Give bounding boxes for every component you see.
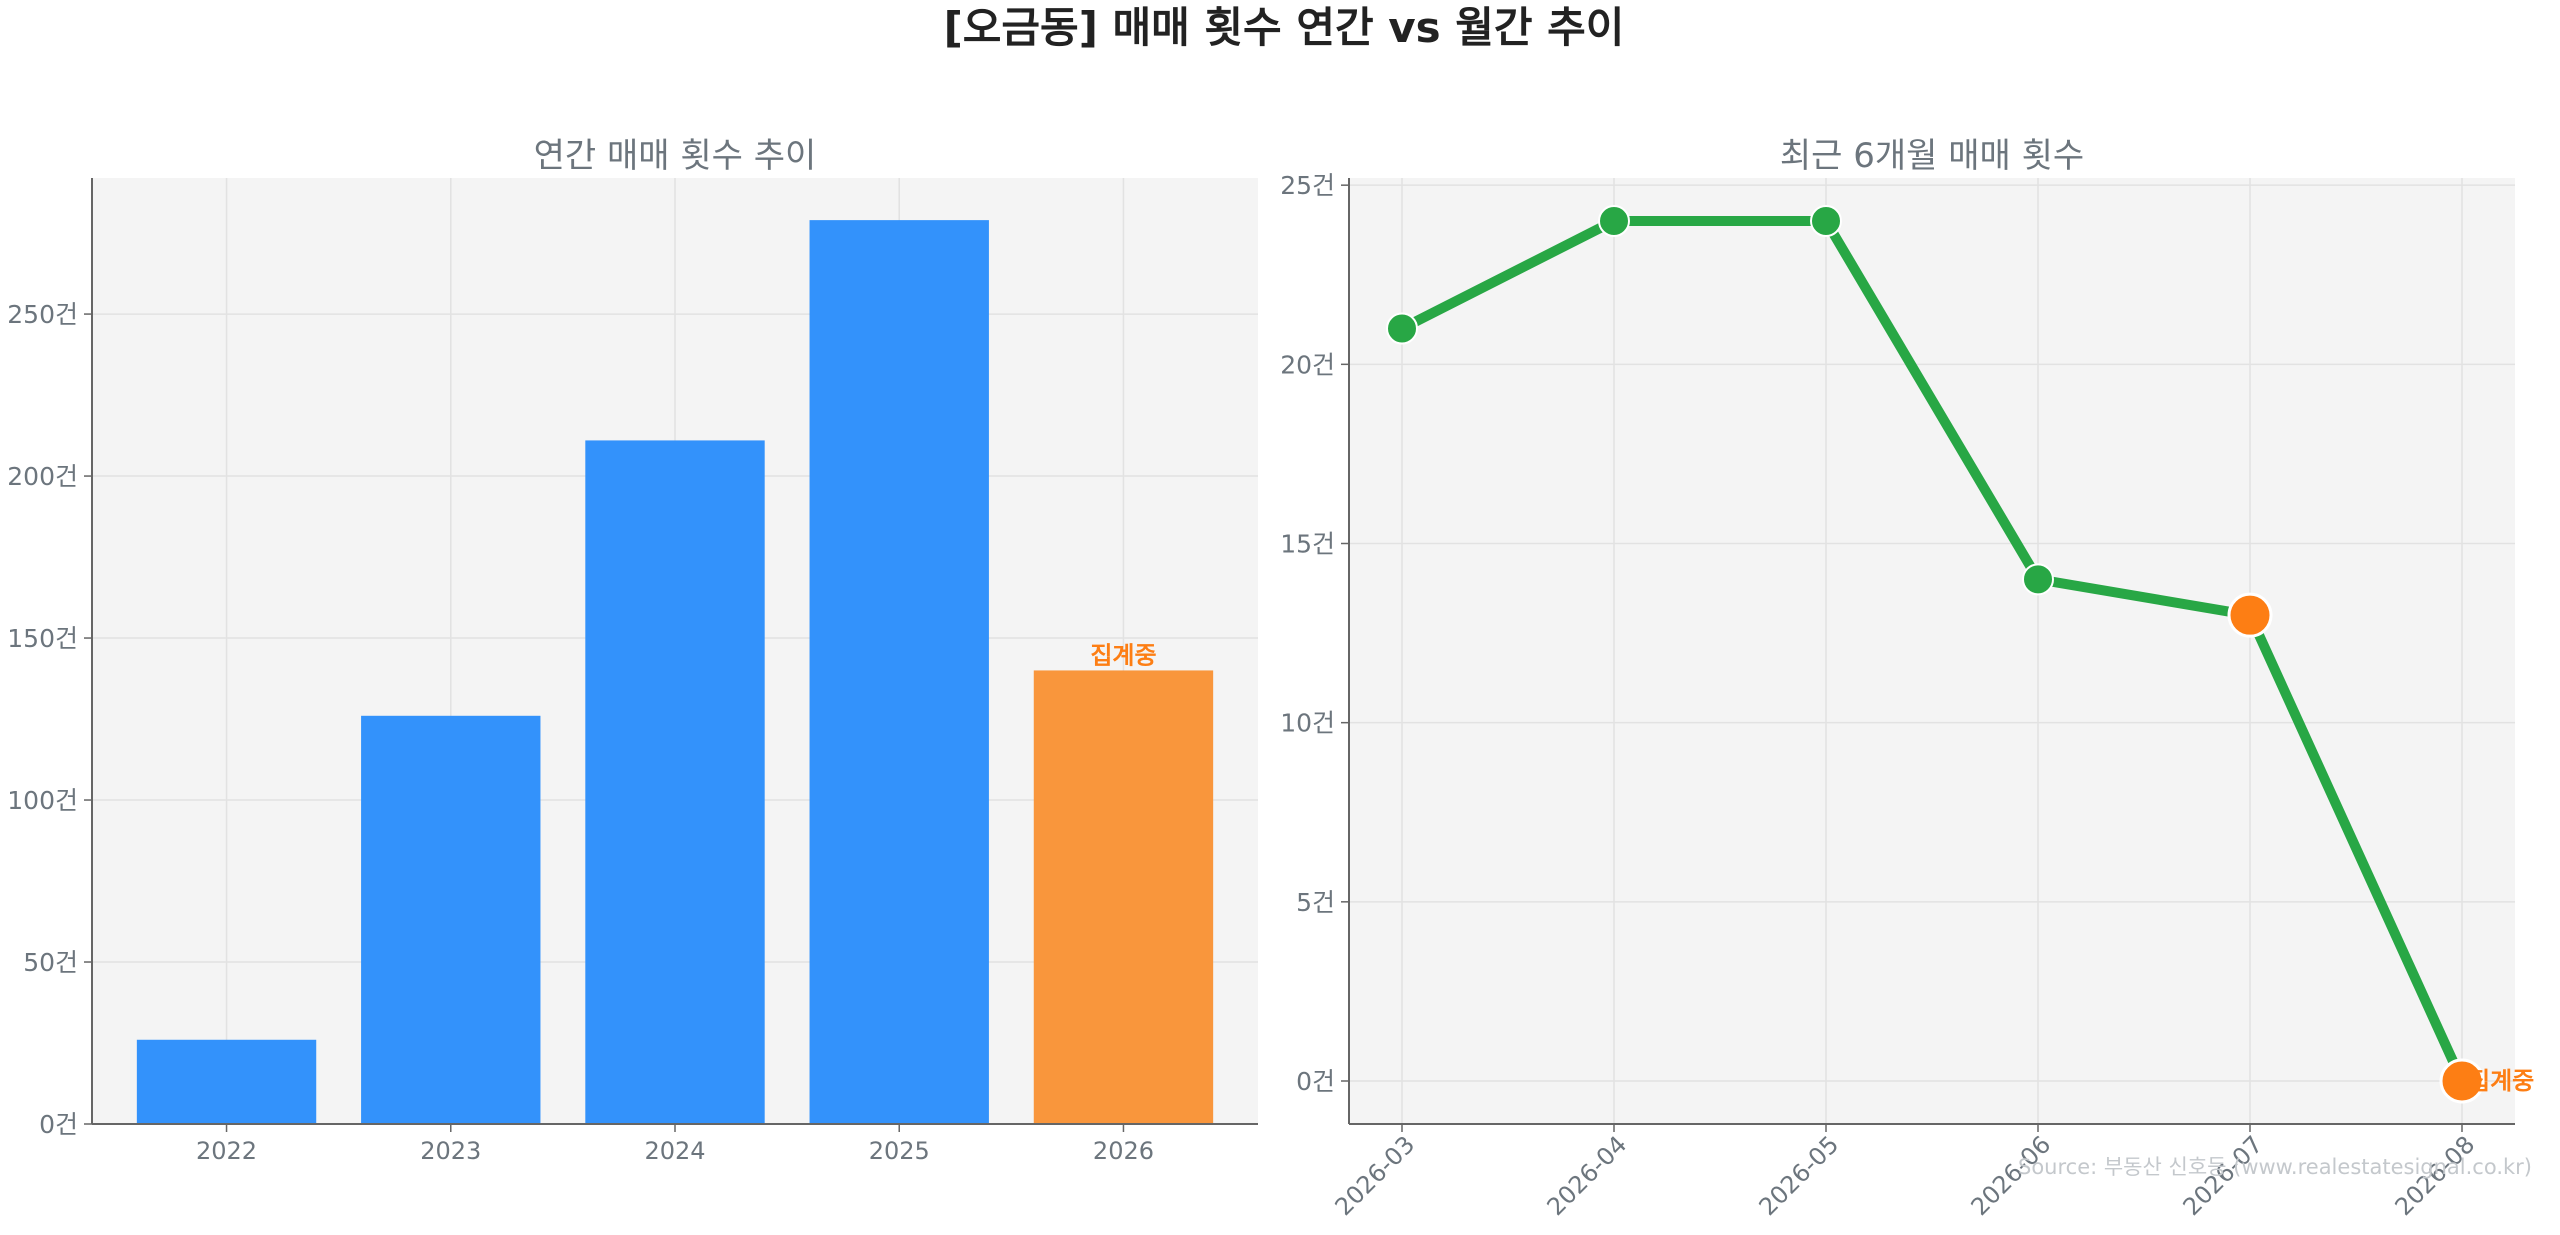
bar-2024 (585, 440, 765, 1124)
bar-x-tick-label: 2022 (196, 1137, 257, 1165)
bar-x-tick-label: 2024 (644, 1137, 705, 1165)
monthly-line-chart: 집계중 0건 5건 10건 15건 20건 25건 2026-03 2026-04 2026-0… (1280, 136, 2534, 1221)
line-point-2026-04 (1598, 205, 1630, 237)
bar-chart-title: 연간 매매 횟수 추이 (534, 136, 817, 176)
line-point-2026-07 (2227, 592, 2273, 638)
line-y-tick-label: 10건 (1280, 709, 1335, 738)
line-axes (1341, 178, 2515, 1132)
bar-x-tick-label: 2023 (420, 1137, 481, 1165)
bar-y-tick-label: 150건 (7, 624, 78, 653)
line-series (1397, 216, 2467, 1086)
bar-x-tick-label: 2025 (869, 1137, 930, 1165)
bar-highlight-label: 집계중 (1090, 641, 1156, 669)
bar-2023 (361, 715, 541, 1124)
line-plot-area (1349, 178, 2515, 1124)
line-highlight-label: 집계중 (2468, 1067, 2534, 1095)
bar-axes (84, 178, 1258, 1132)
line-point-2026-05 (1810, 205, 1842, 237)
source-note: Source: 부동산 신호등 (www.realestatesignal.co… (2018, 1155, 2532, 1179)
line-marks: 집계중 (1386, 205, 2534, 1104)
bar-marks: 집계중 (136, 220, 1214, 1124)
bar-x-tick-label: 2026 (1093, 1137, 1154, 1165)
line-y-tick-label: 0건 (1296, 1067, 1335, 1096)
line-point-2026-08 (2439, 1058, 2485, 1104)
line-y-tick-label: 15건 (1280, 530, 1335, 559)
bar-tick-labels: 0건 50건 100건 150건 200건 250건 2022 2023 2024 2025 202… (7, 300, 1154, 1165)
line-chart-title: 최근 6개월 매매 횟수 (1780, 136, 2084, 176)
bar-2026 (1033, 670, 1214, 1124)
bar-y-tick-label: 200건 (7, 462, 78, 491)
bar-y-tick-label: 0건 (39, 1110, 78, 1139)
line-x-tick-label: 2026-04 (1542, 1130, 1633, 1221)
line-y-tick-label: 5건 (1296, 888, 1335, 917)
bar-2025 (809, 220, 989, 1124)
bar-2022 (136, 1039, 317, 1124)
line-x-tick-label: 2026-05 (1754, 1130, 1845, 1221)
annual-bar-chart: 집계중 0건 50건 100건 150건 200건 250건 2022 2023 2024 202… (7, 136, 1258, 1165)
line-y-tick-label: 25건 (1280, 171, 1335, 200)
line-x-tick-label: 2026-03 (1330, 1130, 1421, 1221)
bar-y-tick-label: 250건 (7, 300, 78, 329)
line-y-tick-label: 20건 (1280, 350, 1335, 379)
bar-y-tick-label: 50건 (23, 948, 78, 977)
line-point-2026-06 (2022, 563, 2054, 596)
bar-y-tick-label: 100건 (7, 786, 78, 815)
figure-title: [오금동] 매매 횟수 연간 vs 월간 추이 (944, 3, 1625, 52)
line-point-2026-03 (1386, 312, 1418, 345)
